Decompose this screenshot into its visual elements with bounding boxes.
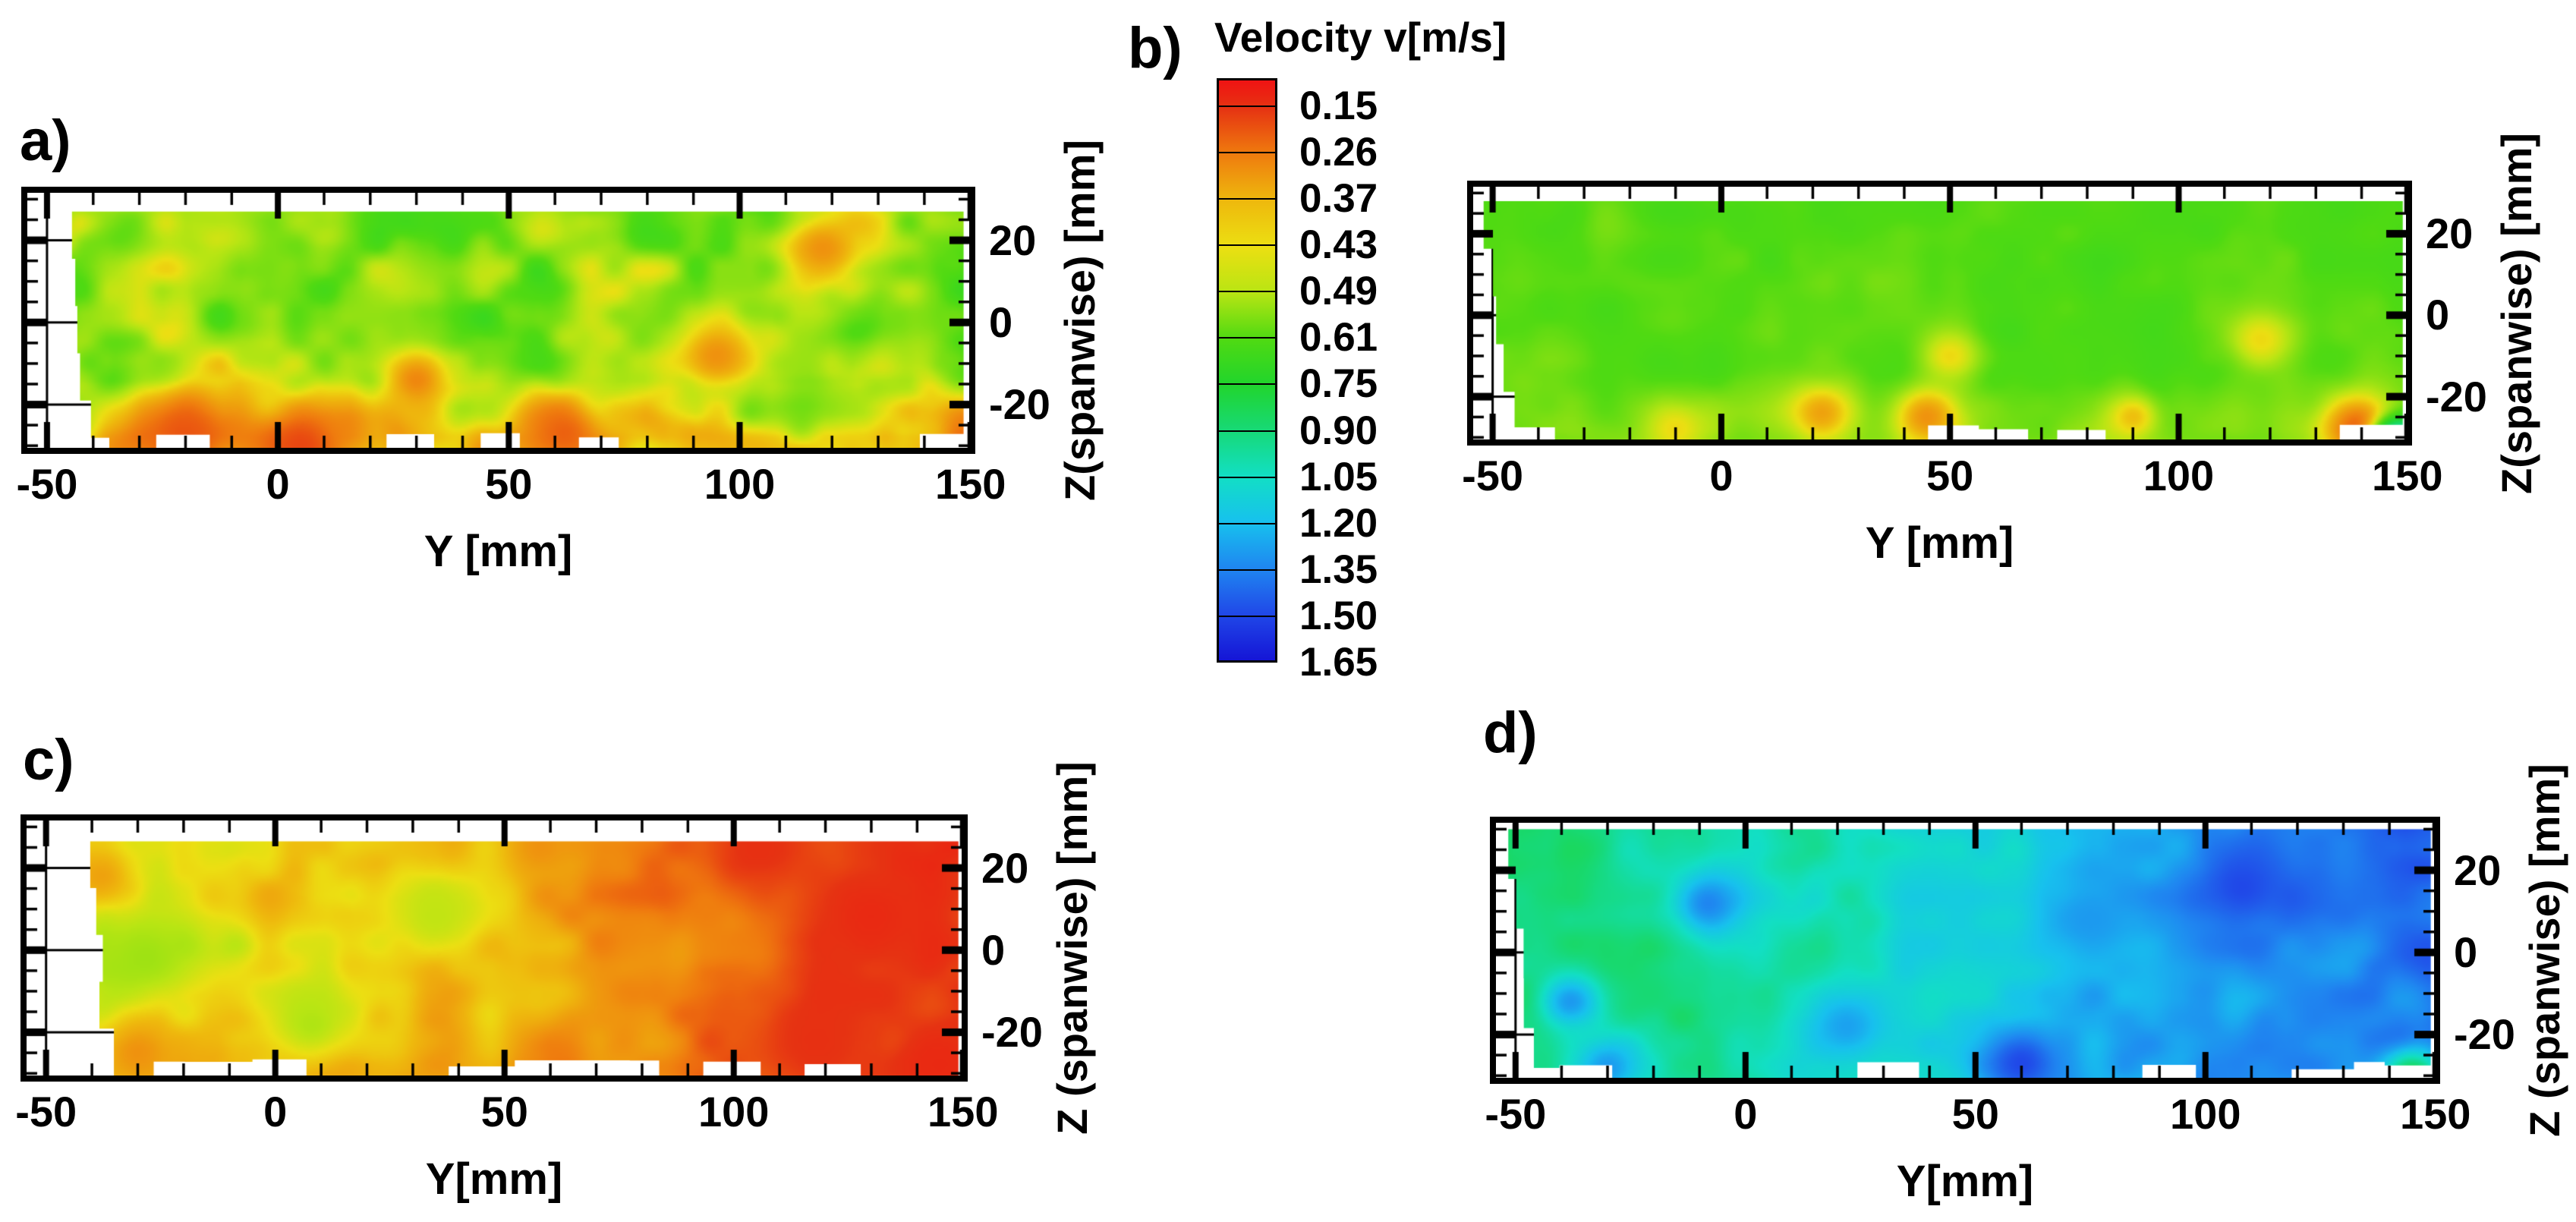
colorbar-tick-label: 0.75 <box>1299 361 1378 407</box>
z-tick-label: -20 <box>2426 372 2487 420</box>
z-tick-label: 20 <box>981 843 1029 892</box>
panel-a-heatmap <box>27 193 969 448</box>
x-tick-label: 0 <box>263 1088 288 1135</box>
colorbar-segment-divider <box>1219 615 1275 617</box>
z-tick-label: 0 <box>2426 291 2450 339</box>
colorbar-segment-divider <box>1219 476 1275 478</box>
panel-d-plot-area <box>1490 817 2440 1084</box>
x-tick-label: 150 <box>934 460 1006 508</box>
colorbar-tick-label: 0.49 <box>1299 269 1378 314</box>
panel-b-letter: b) <box>1128 16 1183 80</box>
colorbar-gradient <box>1217 78 1277 663</box>
panel-b-z-axis-title: Z(spanwise) [mm] <box>2493 132 2540 494</box>
x-tick-label: 100 <box>2143 452 2215 499</box>
x-tick-label: 0 <box>1734 1090 1758 1138</box>
z-tick-label: -20 <box>981 1008 1043 1057</box>
x-tick-label: -50 <box>15 1088 77 1135</box>
colorbar-tick-label: 0.90 <box>1299 408 1378 453</box>
colorbar-segment-divider <box>1219 106 1275 107</box>
colorbar-segment-divider <box>1219 430 1275 432</box>
x-tick-label: 150 <box>2400 1090 2471 1138</box>
panel-c-heatmap <box>27 820 962 1076</box>
panel-c-x-axis-title: Y[mm] <box>425 1154 563 1204</box>
z-tick-label: 20 <box>989 216 1037 264</box>
panel-a-plot-area <box>21 187 975 454</box>
panel-a-letter: a) <box>20 109 71 173</box>
x-tick-label: 150 <box>2372 452 2443 499</box>
x-tick-label: 100 <box>698 1088 770 1135</box>
panel-b-heatmap <box>1473 187 2406 439</box>
x-tick-label: -50 <box>1462 452 1524 499</box>
panel-d-letter: d) <box>1483 701 1538 765</box>
colorbar-tick-label: 1.05 <box>1299 454 1378 499</box>
colorbar-tick-label: 1.35 <box>1299 546 1378 592</box>
panel-b-plot-area <box>1467 181 2412 446</box>
panel-c-z-axis-title: Z (spanwise) [mm] <box>1048 761 1096 1135</box>
colorbar-segment-divider <box>1219 337 1275 339</box>
colorbar-segment-divider <box>1219 383 1275 386</box>
colorbar-segment-divider <box>1219 291 1275 293</box>
colorbar-tick-label: 0.37 <box>1299 176 1378 222</box>
colorbar-tick-label: 0.26 <box>1299 130 1378 175</box>
panel-c-letter: c) <box>23 728 74 792</box>
z-tick-label: 0 <box>981 925 1006 974</box>
colorbar-segment-divider <box>1219 244 1275 247</box>
colorbar-tick-label: 1.65 <box>1299 639 1378 685</box>
colorbar-title: Velocity v[m/s] <box>1214 14 1507 61</box>
x-tick-label: 150 <box>927 1088 999 1135</box>
colorbar-tick-label: 0.43 <box>1299 222 1378 268</box>
x-tick-label: 100 <box>704 460 776 508</box>
x-tick-label: 50 <box>1951 1090 1999 1138</box>
x-tick-label: -50 <box>1485 1090 1547 1138</box>
colorbar-segment-divider <box>1219 198 1275 200</box>
z-tick-label: 0 <box>989 298 1013 346</box>
z-tick-label: 0 <box>2454 928 2478 976</box>
z-tick-label: -20 <box>2454 1010 2515 1059</box>
x-tick-label: 50 <box>1926 452 1974 499</box>
colorbar-tick-label: 0.61 <box>1299 315 1378 361</box>
x-tick-label: 0 <box>266 460 290 508</box>
x-tick-label: 0 <box>1709 452 1734 499</box>
x-tick-label: 50 <box>480 1088 528 1135</box>
colorbar-tick-label: 0.15 <box>1299 83 1378 128</box>
x-tick-label: 50 <box>485 460 533 508</box>
panel-a-x-axis-title: Y [mm] <box>424 527 573 576</box>
colorbar-segment-divider <box>1219 568 1275 571</box>
panel-d-x-axis-title: Y[mm] <box>1896 1157 2034 1206</box>
x-tick-label: 100 <box>2170 1090 2241 1138</box>
panel-d-z-axis-title: Z (spanwise) [mm] <box>2521 764 2568 1137</box>
z-tick-label: 20 <box>2454 846 2502 894</box>
colorbar-segment-divider <box>1219 522 1275 524</box>
colorbar-segment-divider <box>1219 152 1275 154</box>
panel-b-x-axis-title: Y [mm] <box>1865 518 2014 568</box>
z-tick-label: -20 <box>989 380 1050 429</box>
colorbar-tick-label: 1.50 <box>1299 593 1378 638</box>
x-tick-label: -50 <box>16 460 78 508</box>
panel-d-heatmap <box>1496 823 2434 1078</box>
panel-c-plot-area <box>20 814 968 1082</box>
z-tick-label: 20 <box>2426 209 2474 257</box>
colorbar-tick-label: 1.20 <box>1299 500 1378 546</box>
panel-a-z-axis-title: Z(spanwise) [mm] <box>1056 139 1104 502</box>
